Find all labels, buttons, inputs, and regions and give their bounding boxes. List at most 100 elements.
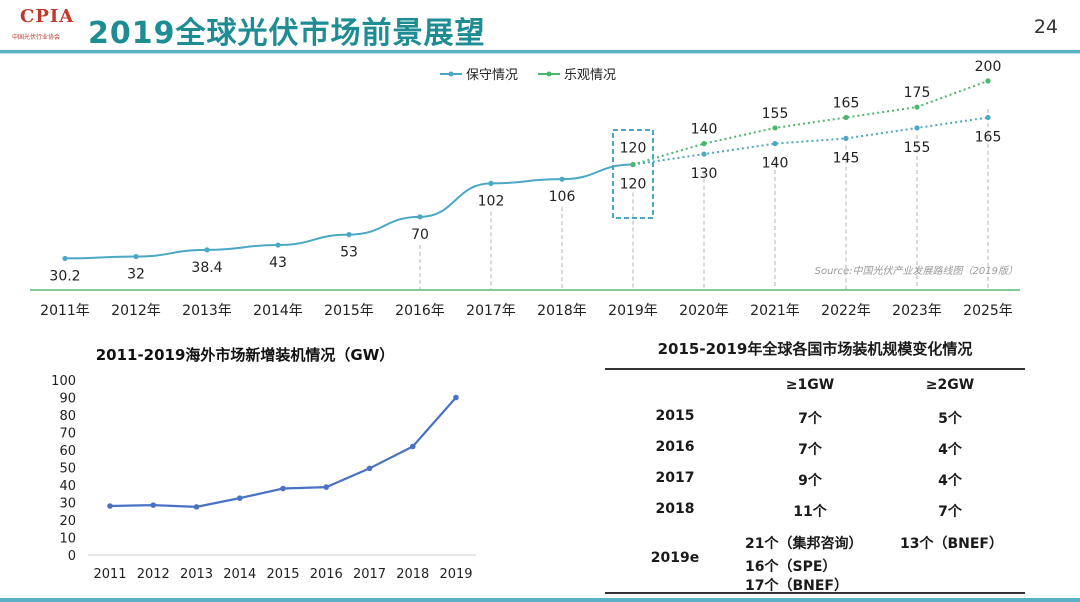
optimistic-data-label: 120: [620, 141, 647, 157]
table-row-ge2: 13个（BNEF）: [900, 536, 1003, 552]
table-header-ge2: ≥2GW: [925, 377, 975, 393]
y-tick-label: 20: [59, 514, 76, 529]
y-tick-label: 60: [59, 444, 76, 459]
conservative-historic-line: [64, 163, 634, 260]
overseas-point: [236, 495, 243, 501]
table-row-ge1: 21个（集邦咨询）: [745, 536, 863, 552]
y-tick-label: 30: [59, 497, 76, 512]
x-tick-label: 2011: [93, 567, 126, 582]
overseas-point: [280, 485, 286, 492]
conservative-point: [559, 176, 565, 182]
table-row-ge1: 11个: [793, 504, 827, 520]
overseas-chart: 2011-2019海外市场新增装机情况（GW） 0 10 20 30 40 50 60 70 80…: [51, 346, 476, 582]
table-row-year: 2016: [655, 439, 695, 455]
conservative-point: [417, 214, 423, 220]
optimistic-point: [914, 104, 920, 110]
conservative-data-label: 32: [127, 267, 145, 283]
table-row-year: 2018: [655, 501, 695, 517]
y-tick-label: 80: [59, 409, 76, 424]
conservative-data-label: 30.2: [49, 268, 80, 284]
conservative-data-label: 38.4: [191, 260, 222, 276]
optimistic-point: [701, 141, 707, 147]
overseas-point: [453, 394, 459, 401]
legend-conservative-label: 保守情况: [466, 68, 518, 83]
conservative-point: [843, 135, 849, 142]
conservative-data-label: 120: [620, 177, 647, 193]
footer-bar: [0, 598, 1080, 602]
x-tick-label: 2013: [180, 567, 213, 582]
optimistic-point: [630, 161, 636, 168]
table-row-ge2: 5个: [938, 411, 962, 427]
overseas-point: [366, 465, 373, 472]
x-tick-label: 2011年: [40, 303, 90, 319]
conservative-point: [204, 247, 210, 253]
optimistic-point: [843, 114, 849, 121]
legend-optimistic-label: 乐观情况: [564, 68, 616, 83]
source-note: Source:中国光伏产业发展路线图（2019版）: [815, 265, 1018, 277]
x-tick-label: 2014: [223, 567, 256, 582]
optimistic-point: [985, 78, 991, 84]
conservative-data-label: 106: [549, 189, 576, 205]
y-tick-label: 50: [59, 462, 76, 477]
x-tick-label: 2015年: [324, 303, 374, 319]
overseas-point: [323, 484, 330, 490]
x-tick-label: 2015: [266, 567, 299, 582]
y-tick-label: 70: [59, 427, 76, 442]
conservative-point: [701, 151, 707, 157]
x-tick-label: 2025年: [963, 303, 1013, 319]
x-tick-label: 2017: [353, 567, 386, 582]
overseas-point: [409, 443, 416, 450]
conservative-data-label: 140: [762, 156, 789, 172]
table-row-ge1: 7个: [798, 442, 822, 458]
x-tick-label: 2012年: [111, 303, 161, 319]
overseas-point: [150, 502, 157, 508]
conservative-point: [133, 253, 139, 260]
table-row-ge2: 4个: [938, 473, 962, 489]
table-row-ge1: 9个: [798, 473, 822, 489]
x-tick-label: 2012: [137, 567, 170, 582]
conservative-point: [275, 242, 281, 248]
optimistic-projection-line: [632, 79, 989, 166]
conservative-projection-line: [632, 116, 989, 166]
overseas-point: [193, 504, 200, 510]
x-tick-label: 2019年: [608, 303, 658, 319]
header-divider-light: [0, 53, 1080, 54]
conservative-data-label: 43: [269, 255, 287, 271]
forecast-chart: 2011年 2012年 2013年 2014年 2015年 2016年 2017年 2018年…: [30, 60, 1020, 319]
page-number: 24: [1033, 16, 1058, 38]
conservative-point: [62, 255, 68, 262]
optimistic-data-label: 155: [762, 106, 789, 122]
table-title: 2015-2019年全球各国市场装机规模变化情况: [657, 340, 973, 358]
chart-title: 2011-2019海外市场新增装机情况（GW）: [96, 346, 395, 364]
optimistic-point: [772, 125, 778, 131]
x-tick-label: 2020年: [679, 303, 729, 319]
table-row-year: 2019e: [650, 550, 700, 566]
conservative-data-label: 70: [411, 227, 429, 243]
y-tick-label: 100: [51, 374, 76, 389]
table-row-ge2: 4个: [938, 442, 962, 458]
conservative-point: [488, 180, 494, 186]
conservative-point: [985, 114, 991, 121]
optimistic-data-label: 200: [975, 60, 1002, 75]
cpia-logo: CPIA: [20, 6, 75, 27]
conservative-point: [914, 125, 920, 131]
x-tick-label: 2018: [396, 567, 429, 582]
x-tick-label: 2016: [310, 567, 343, 582]
table-header-ge1: ≥1GW: [785, 377, 835, 393]
conservative-data-label: 102: [478, 193, 505, 209]
table-top-rule: [605, 368, 1025, 370]
legend-optimistic-marker: [546, 71, 552, 77]
overseas-point: [107, 503, 113, 509]
highlight-box-2019: [612, 129, 654, 219]
x-tick-label: 2022年: [821, 303, 871, 319]
conservative-point: [772, 141, 778, 147]
table-bottom-rule: [605, 592, 1025, 594]
table-row-ge1: 17个（BNEF）: [745, 578, 848, 594]
y-tick-label: 90: [59, 392, 76, 407]
x-tick-label: 2018年: [537, 303, 587, 319]
x-tick-label: 2023年: [892, 303, 942, 319]
optimistic-data-label: 140: [691, 122, 718, 138]
cpia-logo-subtitle: 中国光伏行业协会: [12, 34, 61, 41]
x-tick-label: 2019: [439, 567, 472, 582]
